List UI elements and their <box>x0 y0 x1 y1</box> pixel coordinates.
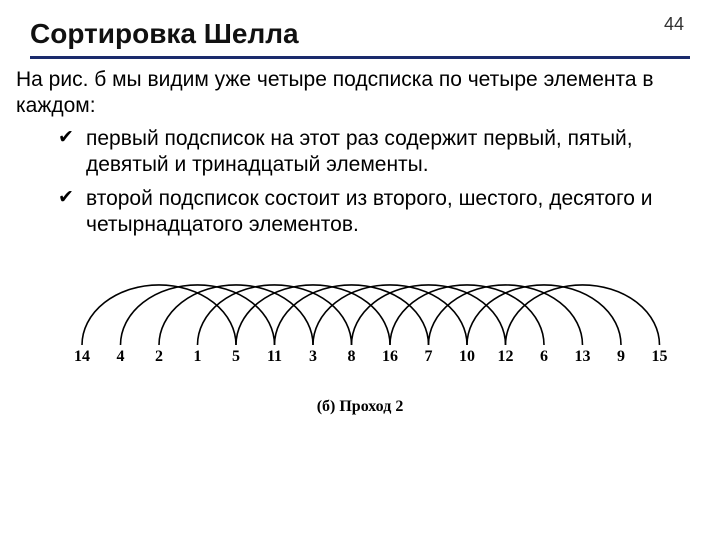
diagram-number: 9 <box>617 348 625 365</box>
diagram-number: 7 <box>425 348 433 365</box>
diagram-number: 6 <box>540 348 548 365</box>
list-item: первый подсписок на этот раз содержит пе… <box>58 126 690 179</box>
diagram-arcs <box>82 284 660 344</box>
slide-title: Сортировка Шелла <box>30 18 690 52</box>
diagram-number: 12 <box>498 348 514 365</box>
diagram-number: 10 <box>459 348 475 365</box>
title-underline <box>30 56 690 59</box>
diagram-container: 14421511381671012613915(б) Проход 2 <box>30 257 690 427</box>
diagram-number: 15 <box>652 348 668 365</box>
diagram-number: 11 <box>267 348 282 365</box>
diagram-caption: (б) Проход 2 <box>317 398 404 415</box>
diagram-number: 4 <box>117 348 125 365</box>
diagram-number: 1 <box>194 348 202 365</box>
diagram-number: 14 <box>74 348 90 365</box>
slide: 44 Сортировка Шелла На рис. б мы видим у… <box>0 0 720 540</box>
intro-text: На рис. б мы видим уже четыре подсписка … <box>16 67 690 120</box>
diagram-numbers: 14421511381671012613915 <box>74 348 668 365</box>
arc-diagram: 14421511381671012613915(б) Проход 2 <box>40 257 680 427</box>
diagram-number: 5 <box>232 348 240 365</box>
diagram-number: 16 <box>382 348 398 365</box>
bullet-list: первый подсписок на этот раз содержит пе… <box>58 126 690 239</box>
page-number: 44 <box>664 14 684 35</box>
diagram-number: 2 <box>155 348 163 365</box>
diagram-number: 3 <box>309 348 317 365</box>
diagram-number: 8 <box>348 348 356 365</box>
diagram-number: 13 <box>575 348 591 365</box>
list-item: второй подсписок состоит из второго, шес… <box>58 186 690 239</box>
